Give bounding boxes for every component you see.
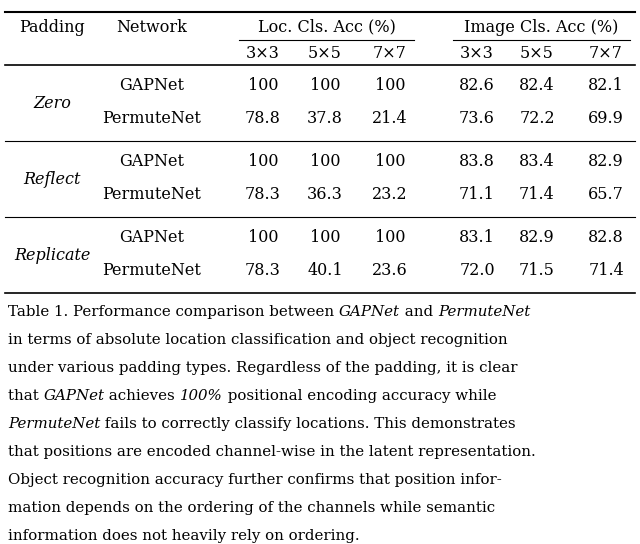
Text: PermuteNet: PermuteNet (102, 186, 202, 203)
Text: 72.0: 72.0 (459, 262, 495, 279)
Text: PermuteNet: PermuteNet (102, 262, 202, 279)
Text: 82.9: 82.9 (519, 229, 555, 246)
Text: 100: 100 (375, 77, 405, 94)
Text: 83.1: 83.1 (459, 229, 495, 246)
Text: 100: 100 (248, 153, 278, 170)
Text: 37.8: 37.8 (307, 110, 343, 127)
Text: 5×5: 5×5 (308, 45, 342, 61)
Text: GAPNet: GAPNet (44, 389, 104, 403)
Text: 3×3: 3×3 (246, 45, 280, 61)
Text: 7×7: 7×7 (373, 45, 407, 61)
Text: fails to correctly classify locations. This demonstrates: fails to correctly classify locations. T… (100, 417, 516, 431)
Text: Reflect: Reflect (23, 170, 81, 188)
Text: 100: 100 (375, 229, 405, 246)
Text: GAPNet: GAPNet (120, 229, 184, 246)
Text: GAPNet: GAPNet (120, 153, 184, 170)
Text: 40.1: 40.1 (307, 262, 343, 279)
Text: PermuteNet: PermuteNet (438, 305, 530, 319)
Text: 71.1: 71.1 (459, 186, 495, 203)
Text: 71.5: 71.5 (519, 262, 555, 279)
Text: 5×5: 5×5 (520, 45, 554, 61)
Text: 82.9: 82.9 (588, 153, 624, 170)
Text: 100: 100 (310, 77, 340, 94)
Text: 83.8: 83.8 (459, 153, 495, 170)
Text: 21.4: 21.4 (372, 110, 408, 127)
Text: 7×7: 7×7 (589, 45, 623, 61)
Text: that positions are encoded channel-wise in the latent representation.: that positions are encoded channel-wise … (8, 445, 536, 459)
Text: information does not heavily rely on ordering.: information does not heavily rely on ord… (8, 529, 360, 543)
Text: 100: 100 (310, 153, 340, 170)
Text: PermuteNet: PermuteNet (8, 417, 100, 431)
Text: Loc. Cls. Acc (%): Loc. Cls. Acc (%) (257, 18, 396, 35)
Text: 82.6: 82.6 (459, 77, 495, 94)
Text: 100: 100 (248, 77, 278, 94)
Text: 78.3: 78.3 (245, 186, 281, 203)
Text: 71.4: 71.4 (519, 186, 555, 203)
Text: Image Cls. Acc (%): Image Cls. Acc (%) (464, 18, 619, 35)
Text: mation depends on the ordering of the channels while semantic: mation depends on the ordering of the ch… (8, 501, 495, 515)
Text: GAPNet: GAPNet (339, 305, 400, 319)
Text: 65.7: 65.7 (588, 186, 624, 203)
Text: Network: Network (116, 18, 188, 35)
Text: 82.1: 82.1 (588, 77, 624, 94)
Text: and: and (400, 305, 438, 319)
Text: GAPNet: GAPNet (120, 77, 184, 94)
Text: that: that (8, 389, 44, 403)
Text: Replicate: Replicate (14, 246, 90, 263)
Text: Zero: Zero (33, 95, 71, 112)
Text: 78.8: 78.8 (245, 110, 281, 127)
Text: 83.4: 83.4 (519, 153, 555, 170)
Text: Table 1. Performance comparison between: Table 1. Performance comparison between (8, 305, 339, 319)
Text: 69.9: 69.9 (588, 110, 624, 127)
Text: Padding: Padding (19, 18, 85, 35)
Text: 78.3: 78.3 (245, 262, 281, 279)
Text: 36.3: 36.3 (307, 186, 343, 203)
Text: 100%: 100% (180, 389, 223, 403)
Text: 100: 100 (310, 229, 340, 246)
Text: 100: 100 (375, 153, 405, 170)
Text: 72.2: 72.2 (519, 110, 555, 127)
Text: 82.4: 82.4 (519, 77, 555, 94)
Text: PermuteNet: PermuteNet (102, 110, 202, 127)
Text: 71.4: 71.4 (588, 262, 624, 279)
Text: positional encoding accuracy while: positional encoding accuracy while (223, 389, 496, 403)
Text: 23.2: 23.2 (372, 186, 408, 203)
Text: Object recognition accuracy further confirms that position infor-: Object recognition accuracy further conf… (8, 473, 502, 487)
Text: in terms of absolute location classification and object recognition: in terms of absolute location classifica… (8, 333, 508, 347)
Text: 82.8: 82.8 (588, 229, 624, 246)
Text: 100: 100 (248, 229, 278, 246)
Text: 73.6: 73.6 (459, 110, 495, 127)
Text: under various padding types. Regardless of the padding, it is clear: under various padding types. Regardless … (8, 361, 518, 375)
Text: 3×3: 3×3 (460, 45, 494, 61)
Text: 23.6: 23.6 (372, 262, 408, 279)
Text: achieves: achieves (104, 389, 180, 403)
